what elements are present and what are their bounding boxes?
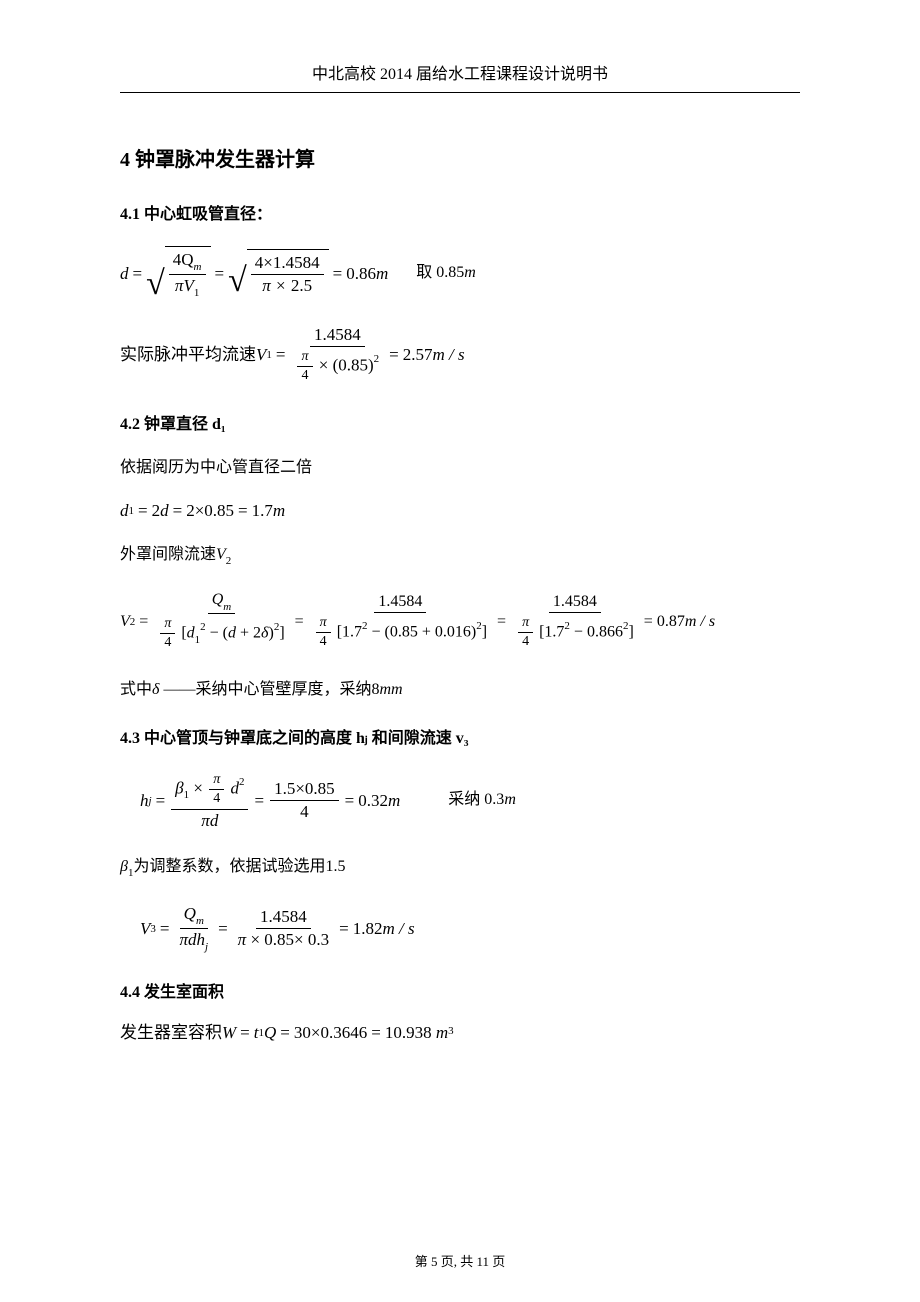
page-header: 中北高校 2014 届给水工程课程设计说明书: [312, 60, 608, 84]
header-rule: [120, 92, 800, 93]
para-4-2-delta: 式中δ ——采纳中心管壁厚度，采纳8mm: [120, 678, 800, 702]
section-4-3-title: 4.3 中心管顶与钟罩底之间的高度 hⱼ 和间隙流速 v₃: [120, 724, 800, 748]
page-footer: 第 5 页, 共 11 页: [0, 1251, 920, 1270]
formula-hj: hj = β1 × π4 d2 πd = 1.5×0.85 4 = 0.32m …: [120, 770, 800, 832]
para-4-2-intro: 依据阅历为中心管直径二倍: [120, 456, 800, 480]
section-4-2-title: 4.2 钟罩直径 d₁: [120, 410, 800, 434]
section-4-title: 4 钟罩脉冲发生器计算: [120, 143, 800, 172]
formula-d1: d1 = 2d = 2×0.85 = 1.7m: [120, 502, 800, 519]
formula-v1: 实际脉冲平均流速 V1 = 1.4584 π4 × (0.85)2 = 2.57…: [120, 324, 800, 386]
section-4-1-title: 4.1 中心虹吸管直径：: [120, 200, 800, 224]
section-4-4-title: 4.4 发生室面积: [120, 978, 800, 1002]
para-4-2-v2label: 外罩间隙流速V2: [120, 543, 800, 569]
formula-v2: V2 = Qm π4 [d12 − (d + 2δ)2] = 1.4584 π4…: [120, 590, 800, 653]
formula-w: 发生器室容积 W = t1Q = 30×0.3646 = 10.938 m3: [120, 1024, 800, 1041]
formula-d: d = √ 4Qm πV1 = √ 4×1.4584 π × 2.5 = 0.8…: [120, 246, 800, 300]
formula-v3: V3 = Qm πdhj = 1.4584 π × 0.85× 0.3 = 1.…: [120, 903, 800, 954]
para-4-3-beta: β1为调整系数，依据试验选用1.5: [120, 855, 800, 881]
